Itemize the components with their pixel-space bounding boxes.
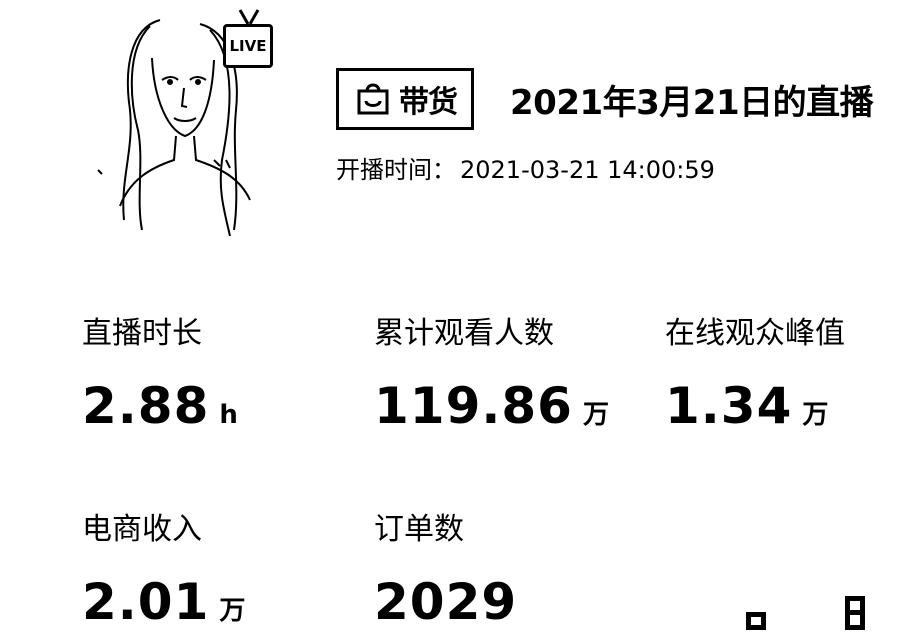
stat-value: 119.86 万 xyxy=(374,378,609,446)
stat-number: 2029 xyxy=(374,573,518,631)
stream-header: 带货 2021年3月21日的直播 xyxy=(336,68,874,130)
start-time-label: 开播时间： xyxy=(336,156,456,184)
start-time-value: 2021-03-21 14:00:59 xyxy=(460,156,715,184)
stream-title: 2021年3月21日的直播 xyxy=(510,82,874,123)
square-icon[interactable] xyxy=(746,612,766,630)
stat-value: 2029 xyxy=(374,574,527,642)
tag-label: 带货 xyxy=(399,85,458,120)
live-badge-text: LIVE xyxy=(229,37,267,55)
start-time: 开播时间： 2021-03-21 14:00:59 xyxy=(336,150,715,185)
shopping-bag-icon xyxy=(357,83,389,115)
stat-total-viewers: 累计观看人数 119.86 万 xyxy=(374,316,609,446)
stat-ecommerce-revenue: 电商收入 2.01 万 xyxy=(82,512,245,642)
stat-duration: 直播时长 2.88 h xyxy=(82,316,238,446)
stat-number: 2.88 xyxy=(82,377,210,435)
stat-value: 1.34 万 xyxy=(665,378,845,446)
stat-unit: 万 xyxy=(582,400,609,430)
stat-label: 直播时长 xyxy=(82,316,202,351)
stat-label: 在线观众峰值 xyxy=(665,316,845,351)
stat-label: 订单数 xyxy=(374,512,464,547)
live-commerce-tag: 带货 xyxy=(336,68,474,130)
stat-value: 2.88 h xyxy=(82,378,238,446)
stat-unit: h xyxy=(219,400,238,430)
stat-value: 2.01 万 xyxy=(82,574,245,642)
stat-number: 119.86 xyxy=(374,377,573,435)
stat-unit: 万 xyxy=(802,400,829,430)
live-tv-icon: LIVE xyxy=(223,24,273,68)
stat-orders: 订单数 2029 xyxy=(374,512,527,642)
stat-unit: 万 xyxy=(219,596,246,626)
stat-label: 电商收入 xyxy=(82,512,202,547)
stat-number: 1.34 xyxy=(665,377,793,435)
stream-cover-image xyxy=(90,10,280,238)
live-antenna-icon xyxy=(238,9,260,25)
stat-number: 2.01 xyxy=(82,573,210,631)
stat-peak-online: 在线观众峰值 1.34 万 xyxy=(665,316,845,446)
stat-label: 累计观看人数 xyxy=(374,316,554,351)
menu-icon[interactable] xyxy=(845,596,865,630)
